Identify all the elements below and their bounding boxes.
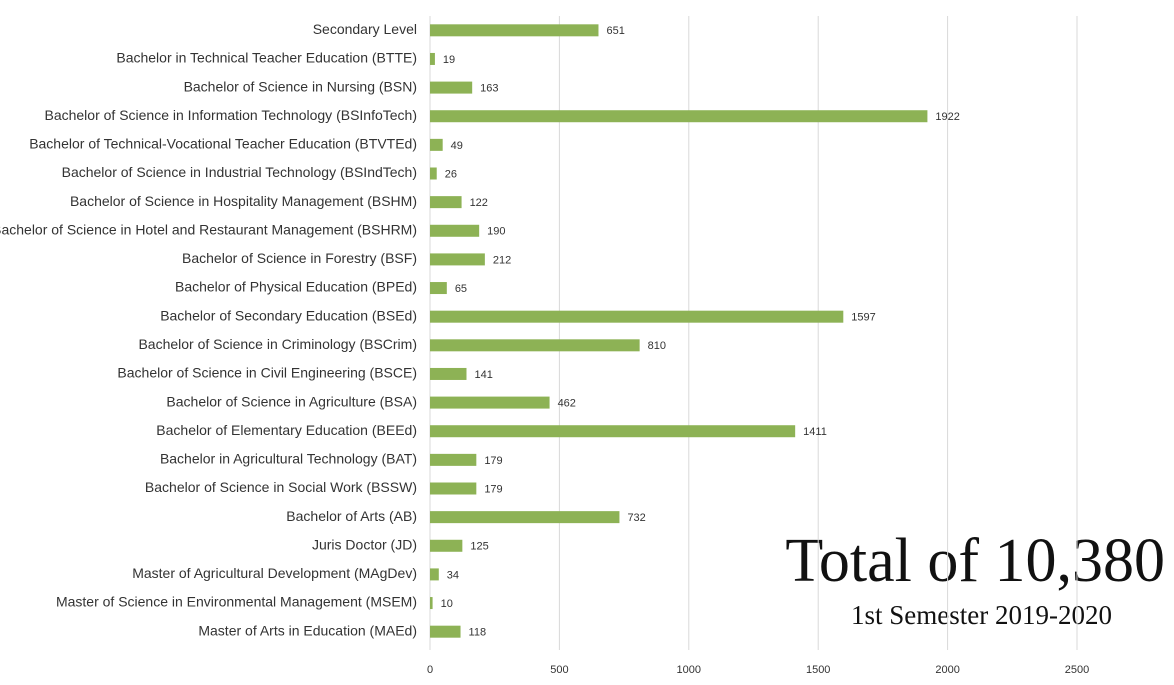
y-tick-label: Bachelor of Science in Social Work (BSSW… xyxy=(145,479,417,495)
x-tick-label: 500 xyxy=(550,664,568,676)
value-label: 49 xyxy=(451,140,463,152)
y-tick-label: Master of Agricultural Development (MAgD… xyxy=(132,565,417,581)
value-label: 122 xyxy=(470,197,488,209)
bar xyxy=(430,511,620,524)
y-tick-label: Bachelor of Secondary Education (BSEd) xyxy=(160,307,417,323)
value-label: 10 xyxy=(441,598,453,610)
bar xyxy=(430,196,462,209)
value-label: 163 xyxy=(480,82,498,94)
x-tick-label: 2500 xyxy=(1065,664,1089,676)
y-tick-label: Bachelor of Science in Information Techn… xyxy=(44,107,417,123)
y-tick-label: Bachelor of Physical Education (BPEd) xyxy=(175,279,417,295)
bar xyxy=(430,81,473,94)
bar xyxy=(430,110,928,123)
y-tick-label: Bachelor of Science in Agriculture (BSA) xyxy=(166,393,417,409)
y-tick-label: Secondary Level xyxy=(313,21,417,37)
y-tick-label: Bachelor of Science in Industrial Techno… xyxy=(62,164,417,180)
y-tick-label: Juris Doctor (JD) xyxy=(312,536,417,552)
bar xyxy=(430,396,550,409)
x-tick-label: 1000 xyxy=(677,664,701,676)
total-annotation: Total of 10,380 xyxy=(785,527,1165,595)
y-tick-label: Master of Science in Environmental Manag… xyxy=(56,594,417,610)
bar xyxy=(430,339,640,352)
value-label: 118 xyxy=(469,627,487,639)
value-label: 179 xyxy=(484,483,502,495)
y-tick-label: Bachelor in Agricultural Technology (BAT… xyxy=(160,451,417,467)
value-label: 1411 xyxy=(803,426,827,438)
value-label: 141 xyxy=(474,369,492,381)
x-tick-label: 1500 xyxy=(806,664,830,676)
value-label: 65 xyxy=(455,283,467,295)
value-label: 125 xyxy=(470,541,488,553)
bar xyxy=(430,367,467,380)
bar xyxy=(430,539,463,552)
value-label: 34 xyxy=(447,569,459,581)
y-tick-label: Bachelor in Technical Teacher Education … xyxy=(116,50,417,66)
y-tick-label: Bachelor of Elementary Education (BEEd) xyxy=(156,422,417,438)
bar xyxy=(430,425,796,438)
bar xyxy=(430,453,477,466)
bar xyxy=(430,568,439,581)
bar xyxy=(430,138,443,151)
x-tick-label: 2000 xyxy=(935,664,959,676)
y-tick-label: Bachelor of Arts (AB) xyxy=(286,508,417,524)
value-label: 26 xyxy=(445,168,457,180)
value-label: 190 xyxy=(487,226,505,238)
y-tick-label: Bachelor of Technical-Vocational Teacher… xyxy=(29,136,417,152)
value-label: 462 xyxy=(558,397,576,409)
bar xyxy=(430,24,599,37)
y-tick-label: Bachelor of Science in Nursing (BSN) xyxy=(184,78,417,94)
bar xyxy=(430,282,447,295)
value-label: 810 xyxy=(648,340,666,352)
value-label: 19 xyxy=(443,54,455,66)
semester-annotation: 1st Semester 2019-2020 xyxy=(851,600,1112,630)
bar xyxy=(430,625,461,638)
bar xyxy=(430,52,435,65)
value-label: 1597 xyxy=(851,312,875,324)
x-tick-label: 0 xyxy=(427,664,433,676)
bar xyxy=(430,482,477,495)
bar xyxy=(430,597,433,610)
value-label: 651 xyxy=(606,25,624,37)
y-tick-label: Master of Arts in Education (MAEd) xyxy=(198,622,417,638)
bar xyxy=(430,253,485,266)
value-label: 179 xyxy=(484,455,502,467)
bar xyxy=(430,310,844,323)
y-tick-label: Bachelor of Science in Hospitality Manag… xyxy=(70,193,417,209)
bar xyxy=(430,167,437,180)
value-label: 1922 xyxy=(935,111,959,123)
value-label: 212 xyxy=(493,254,511,266)
value-label: 732 xyxy=(627,512,645,524)
bar xyxy=(430,224,480,237)
y-tick-label: Bachelor of Science in Hotel and Restaur… xyxy=(0,221,417,237)
y-tick-label: Bachelor of Science in Criminology (BSCr… xyxy=(138,336,417,352)
y-tick-label: Bachelor of Science in Civil Engineering… xyxy=(117,365,417,381)
y-tick-label: Bachelor of Science in Forestry (BSF) xyxy=(182,250,417,266)
